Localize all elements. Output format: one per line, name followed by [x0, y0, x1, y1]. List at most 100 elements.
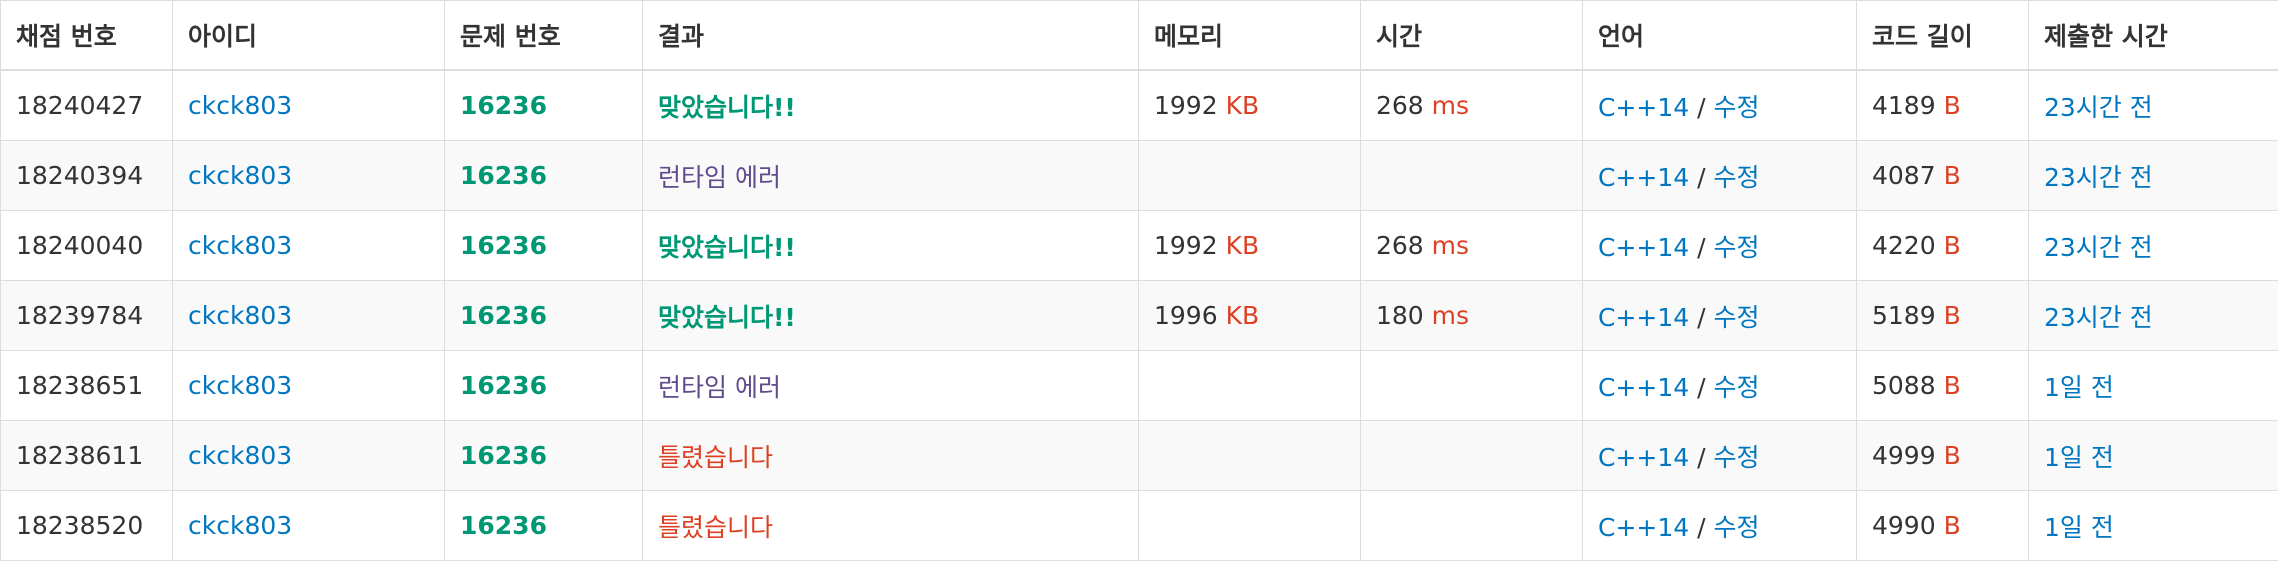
- table-header: 채점 번호 아이디 문제 번호 결과 메모리 시간 언어 코드 길이 제출한 시…: [0, 0, 2278, 71]
- submission-id-cell: 18239784: [0, 280, 173, 351]
- memory-cell: [1138, 350, 1361, 421]
- submitted-at-cell: 1일 전: [2028, 350, 2278, 421]
- code-length-value: 4220: [1872, 231, 1936, 260]
- user-id-link[interactable]: ckck803: [188, 511, 293, 540]
- language-link[interactable]: C++14: [1598, 512, 1690, 542]
- submitted-at-link[interactable]: 23시간 전: [2044, 302, 2153, 332]
- language-link[interactable]: C++14: [1598, 302, 1690, 332]
- user-id-cell: ckck803: [172, 280, 445, 351]
- edit-link[interactable]: 수정: [1713, 232, 1760, 262]
- user-id-link[interactable]: ckck803: [188, 231, 293, 260]
- submission-id: 18239784: [16, 301, 144, 330]
- language-cell: C++14 / 수정: [1582, 140, 1857, 211]
- header-submitted-at: 제출한 시간: [2028, 0, 2278, 71]
- header-memory: 메모리: [1138, 0, 1361, 71]
- header-submission-id: 채점 번호: [0, 0, 173, 71]
- problem-id-cell: 16236: [444, 69, 643, 141]
- time-cell: 180 ms: [1360, 280, 1583, 351]
- language-separator: /: [1697, 512, 1706, 542]
- submitted-at-link[interactable]: 1일 전: [2044, 442, 2114, 472]
- user-id-cell: ckck803: [172, 350, 445, 421]
- result-text: 맞았습니다!!: [658, 302, 796, 332]
- language-link[interactable]: C++14: [1598, 442, 1690, 472]
- time-cell: 268 ms: [1360, 210, 1583, 281]
- edit-link[interactable]: 수정: [1713, 512, 1760, 542]
- header-row: 채점 번호 아이디 문제 번호 결과 메모리 시간 언어 코드 길이 제출한 시…: [0, 0, 2278, 71]
- code-length-unit: B: [1943, 231, 1961, 260]
- edit-link[interactable]: 수정: [1713, 372, 1760, 402]
- problem-id-link[interactable]: 16236: [460, 511, 547, 540]
- table-body: 18240427 ckck803 16236 맞았습니다!! 1992 KB 2…: [0, 69, 2278, 561]
- problem-id-link[interactable]: 16236: [460, 301, 547, 330]
- time-cell: [1360, 350, 1583, 421]
- problem-id-link[interactable]: 16236: [460, 371, 547, 400]
- user-id-link[interactable]: ckck803: [188, 441, 293, 470]
- time-value: 268: [1376, 91, 1424, 120]
- edit-link[interactable]: 수정: [1713, 302, 1760, 332]
- time-unit: ms: [1431, 301, 1470, 330]
- edit-link[interactable]: 수정: [1713, 92, 1760, 122]
- edit-link[interactable]: 수정: [1713, 162, 1760, 192]
- code-length-unit: B: [1943, 371, 1961, 400]
- result-text: 틀렸습니다: [658, 512, 774, 542]
- result-cell: 맞았습니다!!: [642, 210, 1139, 281]
- code-length-cell: 4220 B: [1856, 210, 2029, 281]
- language-link[interactable]: C++14: [1598, 162, 1690, 192]
- language-link[interactable]: C++14: [1598, 92, 1690, 122]
- code-length-cell: 4999 B: [1856, 420, 2029, 491]
- submitted-at-link[interactable]: 23시간 전: [2044, 92, 2153, 122]
- submission-id-cell: 18238520: [0, 490, 173, 561]
- edit-link[interactable]: 수정: [1713, 442, 1760, 472]
- problem-id-cell: 16236: [444, 420, 643, 491]
- time-value: 268: [1376, 231, 1424, 260]
- time-cell: [1360, 140, 1583, 211]
- table-row: 18238651 ckck803 16236 런타임 에러 C++14 / 수정…: [0, 350, 2278, 421]
- language-link[interactable]: C++14: [1598, 372, 1690, 402]
- header-time: 시간: [1360, 0, 1583, 71]
- memory-value: 1996: [1154, 301, 1218, 330]
- user-id-link[interactable]: ckck803: [188, 161, 293, 190]
- code-length-cell: 4189 B: [1856, 69, 2029, 141]
- problem-id-cell: 16236: [444, 140, 643, 211]
- table-row: 18239784 ckck803 16236 맞았습니다!! 1996 KB 1…: [0, 280, 2278, 351]
- table-row: 18238611 ckck803 16236 틀렸습니다 C++14 / 수정 …: [0, 420, 2278, 491]
- language-separator: /: [1697, 442, 1706, 472]
- problem-id-link[interactable]: 16236: [460, 441, 547, 470]
- language-separator: /: [1697, 232, 1706, 262]
- language-separator: /: [1697, 372, 1706, 402]
- language-link[interactable]: C++14: [1598, 232, 1690, 262]
- language-cell: C++14 / 수정: [1582, 69, 1857, 141]
- code-length-cell: 5088 B: [1856, 350, 2029, 421]
- submitted-at-link[interactable]: 1일 전: [2044, 372, 2114, 402]
- problem-id-cell: 16236: [444, 490, 643, 561]
- submitted-at-link[interactable]: 23시간 전: [2044, 162, 2153, 192]
- user-id-link[interactable]: ckck803: [188, 301, 293, 330]
- submitted-at-cell: 23시간 전: [2028, 280, 2278, 351]
- header-code-length: 코드 길이: [1856, 0, 2029, 71]
- code-length-unit: B: [1943, 511, 1961, 540]
- table-row: 18240427 ckck803 16236 맞았습니다!! 1992 KB 2…: [0, 69, 2278, 141]
- code-length-unit: B: [1943, 301, 1961, 330]
- memory-unit: KB: [1225, 301, 1260, 330]
- problem-id-link[interactable]: 16236: [460, 161, 547, 190]
- language-cell: C++14 / 수정: [1582, 420, 1857, 491]
- problem-id-link[interactable]: 16236: [460, 231, 547, 260]
- time-value: 180: [1376, 301, 1424, 330]
- code-length-unit: B: [1943, 91, 1961, 120]
- language-cell: C++14 / 수정: [1582, 490, 1857, 561]
- submitted-at-link[interactable]: 1일 전: [2044, 512, 2114, 542]
- table-row: 18240040 ckck803 16236 맞았습니다!! 1992 KB 2…: [0, 210, 2278, 281]
- user-id-link[interactable]: ckck803: [188, 91, 293, 120]
- user-id-link[interactable]: ckck803: [188, 371, 293, 400]
- submitted-at-cell: 23시간 전: [2028, 210, 2278, 281]
- problem-id-cell: 16236: [444, 350, 643, 421]
- problem-id-link[interactable]: 16236: [460, 91, 547, 120]
- submitted-at-cell: 1일 전: [2028, 490, 2278, 561]
- submitted-at-cell: 1일 전: [2028, 420, 2278, 491]
- memory-value: 1992: [1154, 91, 1218, 120]
- submitted-at-link[interactable]: 23시간 전: [2044, 232, 2153, 262]
- result-text: 맞았습니다!!: [658, 232, 796, 262]
- language-cell: C++14 / 수정: [1582, 210, 1857, 281]
- header-language: 언어: [1582, 0, 1857, 71]
